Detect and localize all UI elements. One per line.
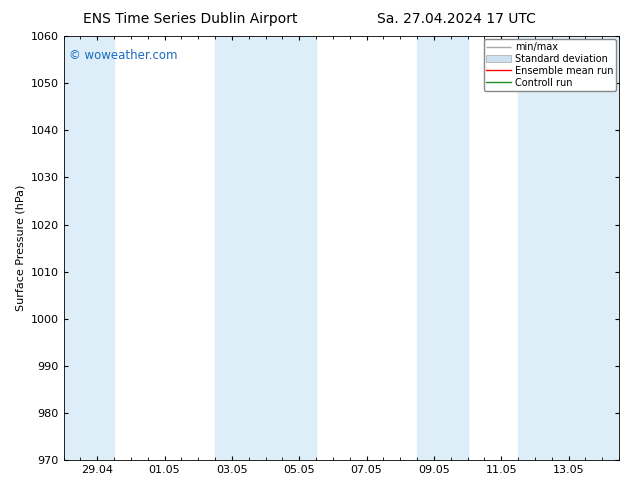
Bar bbox=[63, 36, 114, 460]
Text: © woweather.com: © woweather.com bbox=[69, 49, 178, 62]
Legend: min/max, Standard deviation, Ensemble mean run, Controll run: min/max, Standard deviation, Ensemble me… bbox=[484, 39, 616, 91]
Bar bbox=[518, 36, 619, 460]
Text: Sa. 27.04.2024 17 UTC: Sa. 27.04.2024 17 UTC bbox=[377, 12, 536, 26]
Bar bbox=[417, 36, 467, 460]
Y-axis label: Surface Pressure (hPa): Surface Pressure (hPa) bbox=[15, 185, 25, 311]
Text: ENS Time Series Dublin Airport: ENS Time Series Dublin Airport bbox=[83, 12, 297, 26]
Bar bbox=[215, 36, 316, 460]
